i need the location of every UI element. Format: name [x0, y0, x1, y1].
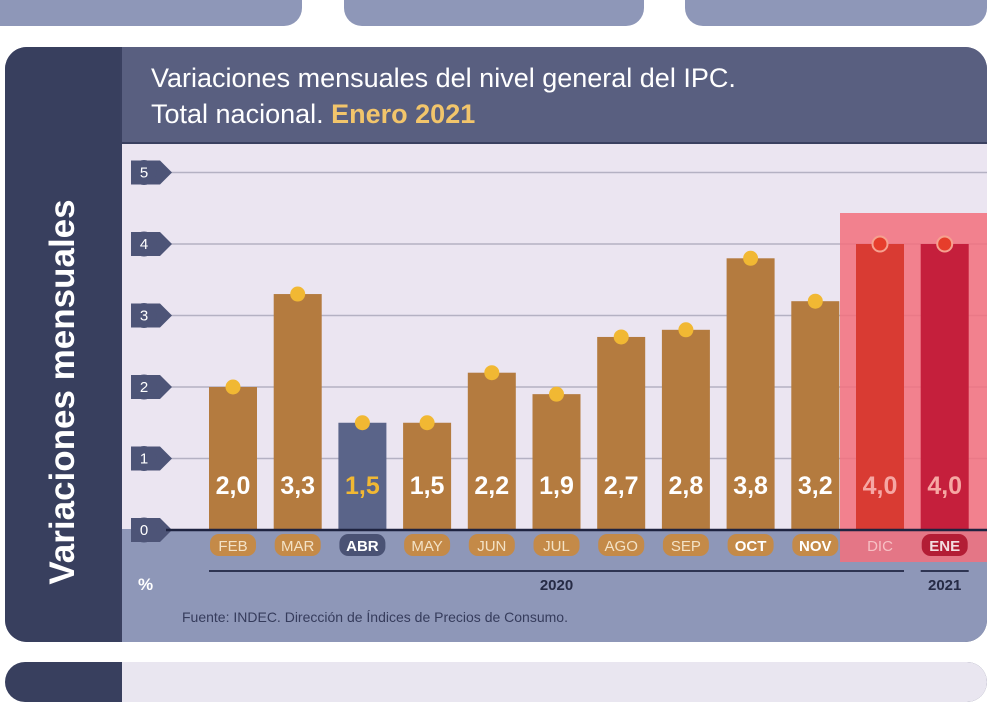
ytick-badge-2	[131, 374, 157, 400]
category-label-jul: JUL	[543, 538, 570, 555]
bar-chart: 0 1 2 3 4 5 2,0 3,3 1,5 1,5 2,2 1,9 2,7 2,8 3,8 3,2 4,0 4…	[131, 160, 987, 625]
bar-abr	[338, 422, 387, 530]
top-card-2	[344, 0, 644, 26]
source-note: Fuente: INDEC. Dirección de Índices de P…	[182, 609, 568, 625]
bar-nov	[791, 301, 840, 530]
category-label-feb: FEB	[218, 538, 247, 555]
ytick-label-0: 0	[140, 522, 148, 539]
ytick-badge-1	[131, 446, 157, 471]
ytick-badge-0	[131, 517, 157, 543]
category-pill-jul	[533, 534, 580, 556]
side-panel: Variaciones mensuales	[5, 47, 120, 642]
category-label-jun: JUN	[477, 538, 506, 555]
unit-label: %	[138, 575, 153, 594]
ytick-label-4: 4	[140, 236, 148, 253]
ytick-badge-3	[131, 303, 157, 328]
bar-jun	[467, 372, 516, 530]
bar-dic	[856, 244, 904, 530]
value-label-dic: 4,0	[863, 472, 898, 500]
category-label-sep: SEP	[671, 538, 701, 555]
value-label-may: 1,5	[410, 472, 445, 500]
year-label-1: 2021	[928, 577, 961, 594]
category-label-abr: ABR	[346, 538, 379, 555]
category-label-dic: DIC	[867, 538, 893, 555]
bar-ene	[920, 244, 969, 530]
category-pill-jun	[468, 534, 515, 556]
bar-feb	[209, 387, 257, 530]
value-label-abr: 1,5	[345, 472, 380, 500]
chart-title-prefix: Total nacional.	[151, 99, 324, 129]
category-label-nov: NOV	[799, 538, 832, 555]
chart-title-line2: Total nacional. Enero 2021	[151, 99, 475, 130]
bar-ago	[597, 336, 646, 530]
bar-sep	[661, 329, 710, 530]
value-label-jul: 1,9	[539, 472, 574, 500]
category-label-ago: AGO	[605, 538, 638, 555]
chart-header: Variaciones mensuales del nivel general …	[122, 47, 987, 142]
value-label-nov: 3,2	[798, 472, 833, 500]
category-pill-may	[404, 534, 451, 556]
point-jul	[549, 386, 564, 402]
bar-oct	[726, 258, 775, 530]
category-label-ene: ENE	[929, 538, 960, 555]
ytick-label-2: 2	[140, 379, 148, 396]
category-pill-abr	[339, 534, 386, 556]
year-label-0: 2020	[540, 577, 573, 594]
chart-title-accent: Enero 2021	[331, 99, 476, 129]
point-jun	[484, 365, 500, 381]
category-pill-ene	[921, 534, 968, 556]
point-may	[419, 415, 435, 431]
category-label-may: MAY	[411, 538, 442, 555]
point-feb	[225, 379, 241, 395]
value-label-sep: 2,8	[669, 472, 704, 500]
point-nov	[807, 293, 823, 309]
point-abr	[354, 415, 370, 431]
point-ago	[613, 329, 629, 345]
value-label-feb: 2,0	[216, 472, 251, 500]
ytick-badge-4	[131, 231, 157, 257]
value-label-mar: 3,3	[280, 472, 315, 500]
chart-title-line1: Variaciones mensuales del nivel general …	[151, 63, 736, 93]
category-pill-sep	[662, 534, 709, 556]
ytick-badge-5	[131, 160, 157, 185]
category-pill-feb	[210, 534, 256, 556]
category-label-mar: MAR	[281, 538, 315, 555]
value-label-oct: 3,8	[733, 472, 768, 500]
point-oct	[743, 250, 759, 266]
category-pill-ago	[598, 534, 645, 556]
category-label-oct: OCT	[735, 538, 767, 555]
value-label-jun: 2,2	[474, 472, 509, 500]
category-pill-oct	[727, 534, 774, 556]
category-pill-mar	[274, 534, 321, 556]
top-card-3	[685, 0, 987, 26]
top-card-1	[0, 0, 302, 26]
point-ene	[936, 235, 954, 253]
value-label-ene: 4,0	[927, 472, 962, 500]
point-mar	[290, 286, 306, 302]
ytick-label-3: 3	[140, 308, 148, 325]
ytick-label-5: 5	[140, 165, 148, 182]
value-label-ago: 2,7	[604, 472, 639, 500]
bar-mar	[273, 294, 322, 530]
point-dic	[871, 235, 889, 253]
bar-jul	[532, 394, 581, 530]
ytick-label-1: 1	[140, 451, 148, 468]
point-sep	[678, 322, 694, 338]
category-pill-nov	[792, 534, 839, 556]
bar-may	[403, 422, 452, 530]
